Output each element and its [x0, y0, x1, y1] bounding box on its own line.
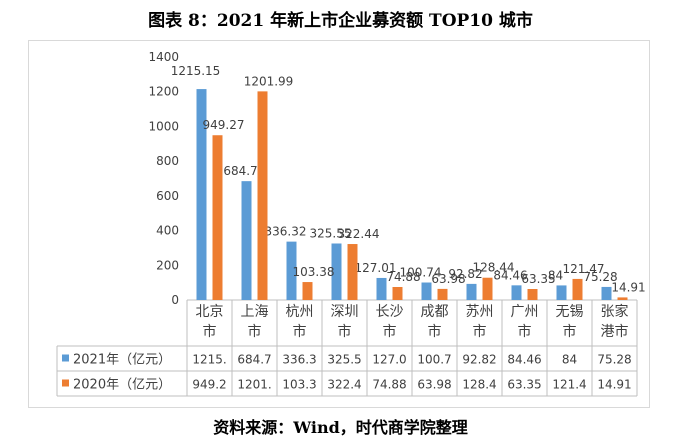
data-label: 325.55 [310, 226, 352, 240]
y-tick-label: 200 [156, 258, 179, 272]
table-cell: 128.4 [462, 378, 496, 392]
table-cell: 63.35 [507, 378, 541, 392]
bar-2021 [511, 285, 522, 300]
bar-2021 [196, 89, 207, 300]
data-label: 128.44 [473, 261, 515, 275]
bar-2021 [601, 286, 612, 300]
data-label: 74.88 [386, 270, 420, 284]
table-cell: 92.82 [462, 353, 496, 367]
x-category-label: 成都 [421, 304, 449, 320]
x-category-label: 深圳 [331, 304, 359, 320]
x-category-label: 苏州 [466, 304, 494, 320]
source-note: 资料来源：Wind，时代商学院整理 [213, 418, 468, 437]
x-category-label: 市 [383, 323, 397, 340]
bar-2021 [286, 241, 297, 300]
table-cell: 84 [562, 353, 577, 367]
bar-2020 [347, 244, 358, 300]
data-label: 1215.15 [171, 64, 221, 78]
bar-2020 [392, 287, 403, 300]
data-label: 1201.99 [244, 74, 294, 88]
legend-swatch [62, 379, 69, 387]
x-category-label: 北京 [196, 304, 224, 320]
data-label: 63.98 [431, 272, 465, 286]
x-category-label: 张家 [601, 303, 629, 320]
x-category-label: 杭州 [286, 304, 314, 320]
x-category-label: 市 [248, 323, 262, 340]
data-label: 336.32 [265, 225, 307, 239]
x-category-label: 长沙 [376, 304, 404, 320]
data-label: 121.47 [563, 262, 605, 276]
table-cell: 84.46 [507, 353, 541, 367]
data-label: 84.46 [493, 268, 527, 282]
legend-swatch [62, 354, 69, 362]
x-category-label: 市 [518, 323, 532, 340]
data-label: 127.01 [355, 261, 397, 275]
data-label: 14.91 [611, 280, 645, 294]
table-cell: 121.4 [552, 378, 586, 392]
data-label: 949.27 [203, 118, 245, 132]
table-cell: 325.5 [327, 353, 361, 367]
table-cell: 1215. [192, 353, 226, 367]
x-category-label: 市 [203, 323, 217, 340]
bar-2020 [482, 277, 493, 300]
y-tick-label: 800 [156, 154, 179, 168]
y-tick-label: 1000 [148, 119, 179, 133]
table-cell: 336.3 [282, 353, 316, 367]
x-category-label: 市 [473, 323, 487, 340]
table-cell: 1201. [237, 378, 271, 392]
x-category-label: 市 [293, 323, 307, 340]
chart-frame [28, 40, 650, 408]
data-label: 103.38 [293, 265, 335, 279]
bar-2020 [617, 297, 628, 300]
table-cell: 63.98 [417, 378, 451, 392]
table-cell: 103.3 [282, 378, 316, 392]
x-category-label: 市 [428, 323, 442, 340]
data-label: 684.7 [223, 164, 257, 178]
bar-2020 [437, 288, 448, 300]
data-label: 75.28 [583, 270, 617, 284]
x-category-label: 市 [338, 323, 352, 340]
bar-2020 [527, 289, 538, 300]
x-category-label: 无锡 [556, 304, 584, 320]
table-cell: 100.7 [417, 353, 451, 367]
bar-2021 [241, 181, 252, 300]
legend-label: 2021年（亿元） [73, 353, 171, 368]
y-tick-label: 1400 [148, 50, 179, 64]
y-tick-label: 600 [156, 189, 179, 203]
table-cell: 14.91 [597, 378, 631, 392]
y-tick-label: 1200 [148, 85, 179, 99]
bar-2021 [376, 277, 387, 300]
table-cell: 684.7 [237, 353, 271, 367]
bar-2020 [302, 282, 313, 300]
y-tick-label: 400 [156, 224, 179, 238]
x-category-label: 上海 [241, 304, 269, 320]
bar-2020 [212, 135, 223, 300]
x-category-label: 广州 [511, 304, 539, 320]
table-cell: 949.2 [192, 378, 226, 392]
legend-label: 2020年（亿元） [73, 378, 171, 393]
bar-2020 [572, 278, 583, 300]
data-label: 322.44 [338, 227, 380, 241]
table-cell: 322.4 [327, 378, 361, 392]
bar-2021 [466, 283, 477, 300]
bar-2021 [556, 285, 567, 300]
x-category-label: 港市 [601, 323, 629, 340]
data-label: 84 [548, 268, 563, 282]
bar-2021 [421, 282, 432, 300]
data-label: 100.74 [400, 266, 442, 280]
y-tick-label: 0 [171, 293, 179, 307]
bar-2020 [257, 91, 268, 300]
bar-2021 [331, 243, 342, 300]
table-cell: 75.28 [597, 353, 631, 367]
data-label: 92.82 [448, 267, 482, 281]
chart-title: 图表 8：2021 年新上市企业募资额 TOP10 城市 [148, 11, 533, 31]
table-cell: 127.0 [372, 353, 406, 367]
data-label: 63.35 [521, 272, 555, 286]
table-cell: 74.88 [372, 378, 406, 392]
x-category-label: 市 [563, 323, 577, 340]
